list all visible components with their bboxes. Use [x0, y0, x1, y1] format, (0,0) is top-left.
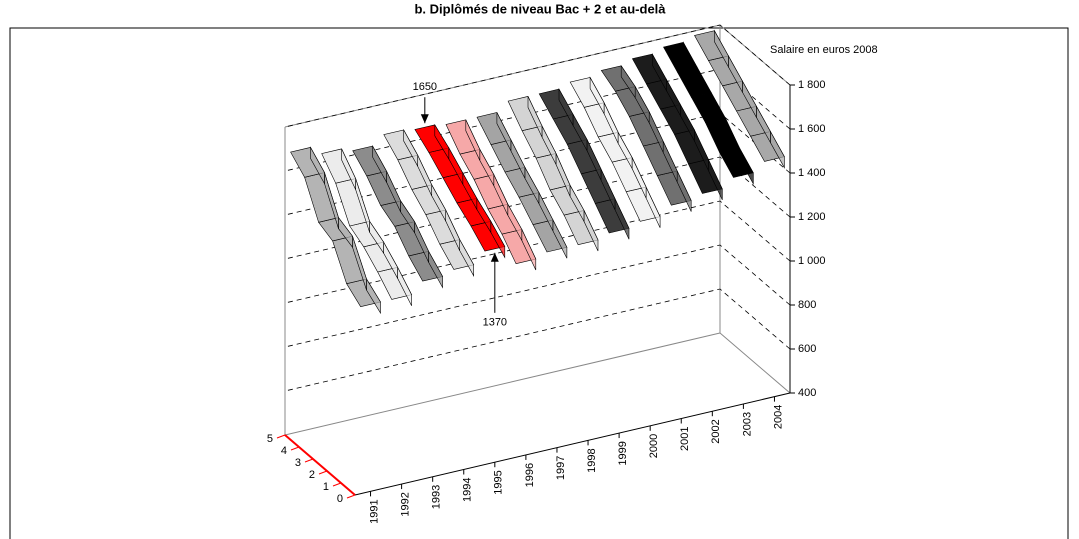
depth-axis	[284, 434, 356, 496]
y-tick-label: 1 000	[798, 255, 826, 267]
grid-line	[284, 24, 791, 128]
ribbon-side	[682, 41, 698, 80]
x-tick-label: 1998	[586, 448, 598, 472]
ribbon-side	[434, 123, 450, 160]
ribbon-side	[310, 146, 325, 185]
depth-tick-label: 2	[309, 469, 315, 481]
ribbon-side	[372, 144, 387, 184]
ribbon-side	[714, 29, 729, 69]
annotation: 1650	[413, 81, 437, 93]
y-tick-label: 1 200	[798, 211, 826, 223]
x-tick-label: 2002	[710, 419, 722, 443]
x-tick-label: 1991	[368, 499, 380, 523]
depth-tick	[276, 434, 286, 439]
depth-tick-label: 5	[267, 433, 273, 445]
grid-line	[284, 244, 791, 348]
frame-edge	[719, 332, 791, 394]
ribbon-side	[465, 119, 481, 161]
depth-tick	[304, 458, 314, 463]
y-tick-label: 400	[798, 387, 816, 399]
ribbon-side	[558, 87, 574, 127]
chart-border	[9, 27, 1069, 539]
x-tick-label: 2003	[741, 412, 753, 436]
depth-tick	[318, 470, 328, 475]
depth-tick	[346, 494, 356, 499]
ribbon-side	[620, 64, 636, 99]
y-tick-label: 1 800	[798, 79, 826, 91]
y-tick-label: 600	[798, 343, 816, 355]
grid-line	[284, 156, 791, 260]
annotation: 1370	[483, 317, 507, 329]
y-axis-label: Salaire en euros 2008	[770, 44, 878, 56]
y-tick-label: 800	[798, 299, 816, 311]
depth-tick-label: 0	[337, 493, 343, 505]
depth-tick	[332, 482, 342, 487]
ribbon-side	[403, 128, 419, 168]
ribbon-side	[589, 76, 605, 115]
x-axis	[354, 392, 791, 496]
y-tick-label: 1 400	[798, 167, 826, 179]
depth-tick	[290, 446, 300, 451]
x-tick-label: 1997	[555, 456, 567, 480]
x-tick-label: 1995	[493, 470, 505, 494]
annotation-arrowhead	[490, 252, 499, 262]
ribbon-side	[341, 148, 356, 190]
chart-title: b. Diplômés de niveau Bac + 2 et au-delà	[414, 1, 666, 16]
x-tick-label: 1992	[400, 492, 412, 516]
x-tick-label: 1996	[524, 463, 536, 487]
grid-line	[284, 288, 791, 392]
annotation-arrowhead	[420, 114, 429, 124]
depth-tick-label: 1	[323, 481, 329, 493]
frame-edge	[284, 332, 721, 436]
x-tick-label: 2004	[772, 405, 784, 429]
depth-tick-label: 4	[281, 445, 287, 457]
ribbon-side	[651, 52, 667, 92]
ribbon-side	[496, 112, 512, 152]
depth-tick-label: 3	[295, 457, 301, 469]
y-tick-label: 1 600	[798, 123, 826, 135]
ribbon-segment	[304, 172, 339, 223]
x-tick-label: 1993	[431, 485, 443, 509]
x-tick-label: 2000	[648, 434, 660, 458]
ribbon-side	[527, 96, 543, 138]
x-tick-label: 1994	[462, 478, 474, 502]
x-tick-label: 1999	[617, 441, 629, 465]
x-tick-label: 2001	[679, 427, 691, 451]
